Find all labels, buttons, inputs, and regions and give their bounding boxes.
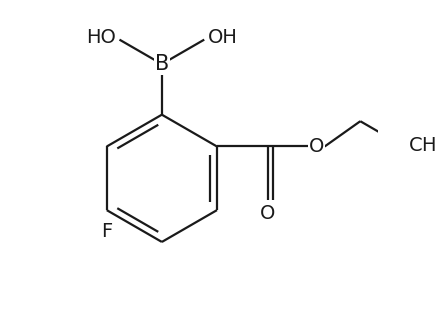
Text: B: B (154, 54, 169, 74)
Text: OH: OH (207, 29, 237, 48)
Text: O: O (308, 137, 323, 156)
Text: O: O (259, 204, 275, 224)
Text: HO: HO (86, 29, 116, 48)
Text: F: F (101, 222, 112, 241)
Text: CH$_3$: CH$_3$ (407, 136, 438, 157)
